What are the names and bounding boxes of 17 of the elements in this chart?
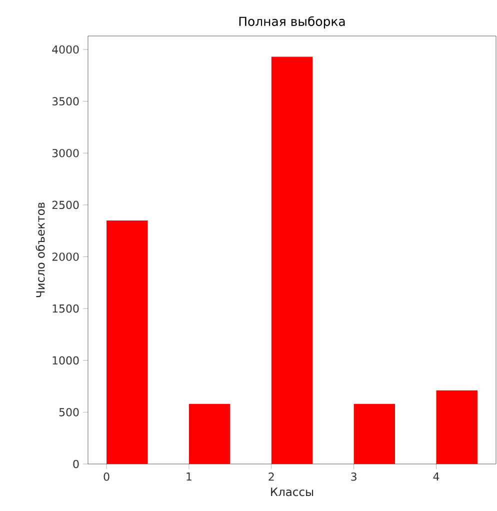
x-tick-label: 2 [268,472,274,481]
chart-title: Полная выборка [239,16,345,28]
x-tick-label: 1 [186,472,192,480]
y-tick-label: 2000 [52,252,79,261]
y-tick-label: 1500 [52,304,79,313]
y-tick-label: 0 [73,460,79,468]
y-tick-label: 4000 [52,45,79,54]
x-tick-label: 3 [351,472,356,481]
y-tick-label: 3000 [52,148,79,158]
y-axis-title: Число объектов [36,202,45,298]
y-tick-label: 500 [59,408,79,416]
x-tick-label: 0 [104,472,110,481]
x-axis-title: Классы [271,488,314,496]
y-tick-label: 1000 [52,356,79,365]
y-tick-label: 2500 [52,200,79,210]
x-tick-label: 4 [433,472,440,480]
y-tick-label: 3500 [52,97,79,106]
